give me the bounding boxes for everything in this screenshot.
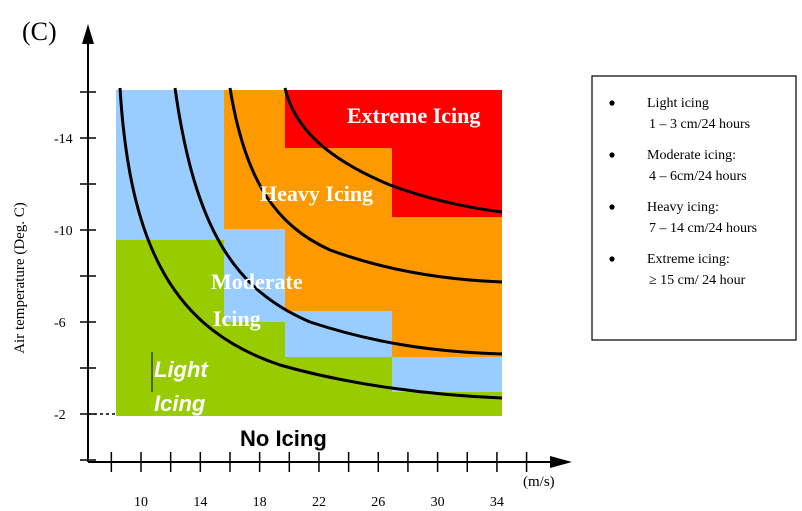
- threshold-curve-heavy-extreme: [228, 87, 503, 284]
- label-heavy-icing: Heavy Icing: [260, 181, 373, 206]
- legend: Light icing 1 – 3 cm/24 hours Moderate ici…: [591, 75, 797, 341]
- legend-bullet: [609, 204, 615, 210]
- label-extreme-icing: Extreme Icing: [347, 103, 480, 128]
- legend-item-detail: 7 – 14 cm/24 hours: [649, 221, 757, 236]
- region-heavy-2: [285, 148, 392, 311]
- x-axis-arrow: [550, 456, 572, 468]
- threshold-curve-light-moderate: [118, 87, 503, 400]
- label-light-line2: Icing: [154, 391, 206, 416]
- region-heavy-3: [392, 217, 502, 357]
- label-light-line1: Light: [154, 357, 209, 382]
- legend-bullet: [609, 152, 615, 158]
- region-extreme-1: [285, 90, 392, 148]
- label-moderate-line2: Icing: [213, 306, 261, 331]
- threshold-curve-extreme: [283, 87, 503, 214]
- panel-label: (C): [22, 17, 57, 46]
- legend-item-detail: 4 – 6cm/24 hours: [649, 169, 747, 184]
- region-light-2: [224, 322, 285, 416]
- label-no-icing: No Icing: [240, 426, 327, 451]
- legend-item-detail: ≥ 15 cm/ 24 hour: [649, 273, 746, 288]
- legend-item-title: Light icing: [647, 96, 709, 111]
- x-tick-label: 34: [490, 495, 504, 510]
- legend-item-title: Heavy icing:: [647, 200, 719, 215]
- x-tick-label: 30: [431, 495, 445, 510]
- legend-item-title: Extreme icing:: [647, 252, 730, 267]
- legend-item-detail: 1 – 3 cm/24 hours: [649, 117, 750, 132]
- region-moderate-4: [392, 357, 502, 392]
- y-tick-label: -10: [54, 224, 73, 239]
- axes: [82, 24, 572, 468]
- legend-bullet: [609, 100, 615, 106]
- x-tick-label: 14: [193, 495, 207, 510]
- y-tick-label: -2: [54, 408, 66, 423]
- y-axis-label: Air temperature (Deg. C): [12, 202, 28, 354]
- icing-regions: [116, 90, 502, 416]
- threshold-curve-moderate-heavy: [173, 87, 503, 356]
- x-tick-label: 26: [371, 495, 385, 510]
- x-tick-label: 22: [312, 495, 326, 510]
- x-axis-unit-label: (m/s): [523, 474, 555, 490]
- region-light-1: [116, 240, 224, 416]
- region-extreme-2: [392, 90, 502, 217]
- y-axis-arrow: [82, 24, 94, 44]
- legend-bullet: [609, 256, 615, 262]
- legend-box: [591, 75, 797, 341]
- y-tick-label: -6: [54, 316, 66, 331]
- x-tick-label: 10: [134, 495, 148, 510]
- legend-item-title: Moderate icing:: [647, 148, 736, 163]
- y-tick-label: -14: [54, 132, 73, 147]
- label-moderate-line1: Moderate: [211, 269, 303, 294]
- region-moderate-2: [224, 229, 285, 322]
- x-tick-label: 18: [253, 495, 267, 510]
